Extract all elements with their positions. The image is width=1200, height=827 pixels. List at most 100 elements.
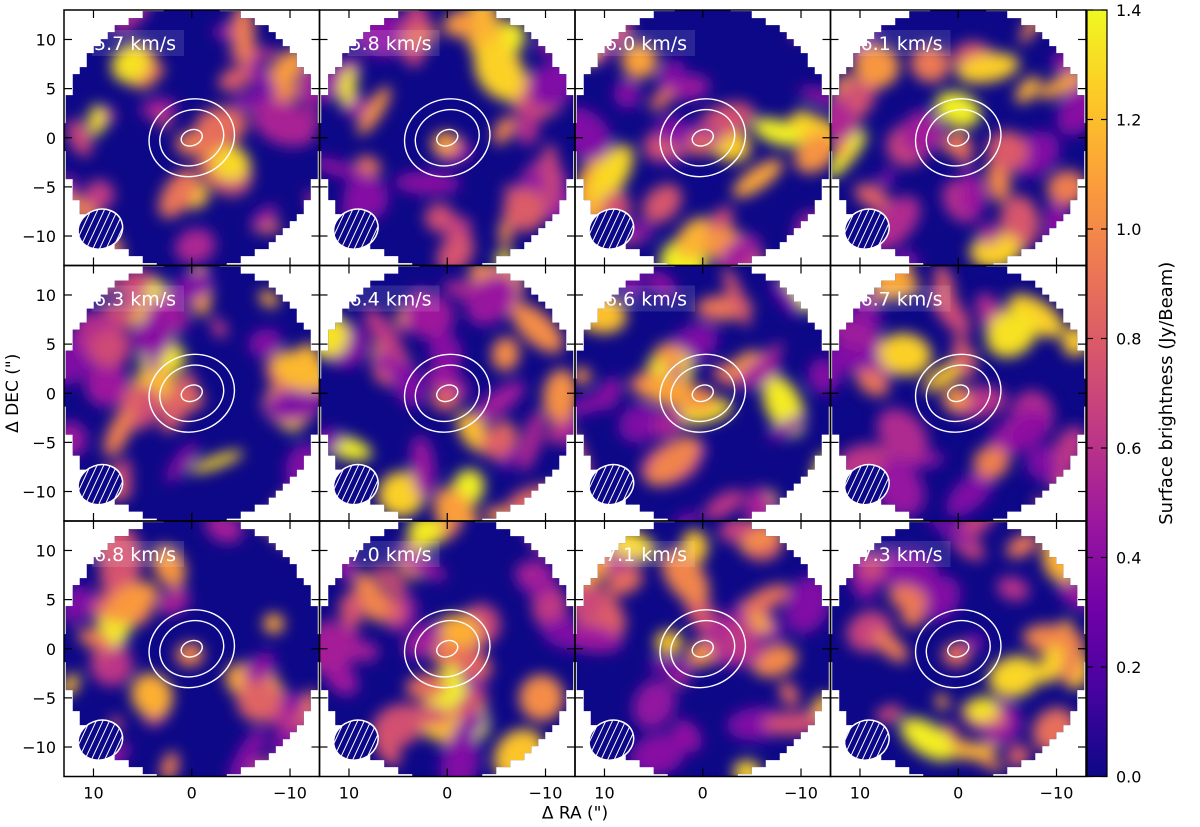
contour-line <box>159 619 225 678</box>
contour-line <box>670 108 736 167</box>
central-emission <box>175 642 204 667</box>
colorbar-tick-label: 1.0 <box>1116 220 1141 239</box>
contour-line <box>159 364 225 423</box>
emission-map <box>575 521 831 777</box>
emission-blob <box>160 751 179 777</box>
emission-blob <box>270 350 320 392</box>
emission-blob <box>218 66 252 92</box>
velocity-label: 6.3 km/s <box>94 289 176 311</box>
emission-blob <box>140 98 178 120</box>
channel-panel: 6.7 km/s <box>830 265 1086 521</box>
velocity-label-box <box>603 285 695 312</box>
contour-group <box>659 98 747 178</box>
emission-blob <box>987 407 1036 450</box>
emission-blob <box>374 731 401 767</box>
contour-line <box>670 364 736 423</box>
contour-line <box>403 353 491 433</box>
central-emission <box>431 642 460 667</box>
contour-line <box>947 639 970 658</box>
contour-group <box>148 353 236 433</box>
emission-blob <box>491 337 520 371</box>
emission-blob <box>1046 170 1086 206</box>
contour-group <box>659 353 747 433</box>
beam-ellipse <box>843 463 890 506</box>
colorbar-tick-label: 0.8 <box>1116 330 1141 349</box>
emission-blob <box>103 406 135 457</box>
central-emission <box>175 387 204 412</box>
emission-blob <box>1038 645 1064 685</box>
x-tick-label: −10 <box>273 784 307 803</box>
emission-blob <box>874 274 920 300</box>
emission-blob <box>228 726 267 777</box>
colorbar-tick-label: 1.4 <box>1116 1 1141 20</box>
emission-blob <box>575 10 603 49</box>
emission-blob <box>973 446 1010 479</box>
emission-blob <box>719 521 750 543</box>
y-tick-label: 5 <box>46 80 56 99</box>
emission-blob <box>796 109 811 130</box>
velocity-label: 5.8 km/s <box>350 33 432 55</box>
emission-blob <box>768 415 807 441</box>
emission-blob <box>451 646 493 680</box>
emission-blob <box>152 545 186 588</box>
emission-blob <box>655 343 683 368</box>
emission-blob <box>493 116 515 145</box>
y-tick-label: 5 <box>46 335 56 354</box>
emission-blob <box>1023 624 1085 656</box>
contour-line <box>148 609 236 689</box>
central-emission <box>942 642 971 667</box>
emission-blob <box>621 42 658 79</box>
velocity-label-box <box>347 541 440 567</box>
emission-blob <box>251 205 278 229</box>
emission-blob <box>319 32 347 57</box>
beam-ellipse <box>843 208 890 250</box>
emission-blob <box>338 66 357 107</box>
emission-blob <box>339 591 363 630</box>
velocity-label-box <box>92 285 184 312</box>
x-tick-label: −10 <box>529 784 563 803</box>
emission-blob <box>403 622 443 659</box>
y-tick-label: 0 <box>46 129 56 148</box>
emission-blob <box>977 223 999 245</box>
y-tick-label: 10 <box>36 30 56 49</box>
emission-blob <box>131 673 173 718</box>
contour-line <box>925 364 991 423</box>
emission-blob <box>145 280 165 299</box>
channel-panel: 5.7 km/s <box>64 10 320 266</box>
emission-blob <box>518 674 564 722</box>
velocity-label-box <box>603 541 695 567</box>
axis-labels: 10 5 0 −5 −10 10 5 0 −5 −10 10 5 0 −5 −10 10 0 −10 10 0 −10 1… <box>3 30 1073 823</box>
emission-blob <box>645 436 701 486</box>
emission-map <box>830 10 1086 266</box>
emission-blob <box>722 266 751 327</box>
emission-blob <box>987 130 1029 171</box>
emission-blob <box>575 106 612 162</box>
x-tick-label: 0 <box>187 784 197 803</box>
emission-blob <box>956 52 1020 84</box>
y-tick-label: 0 <box>46 640 56 659</box>
channel-panel: 6.4 km/s <box>319 265 575 521</box>
emission-blob <box>436 232 475 266</box>
contour-group <box>148 609 236 689</box>
emission-blob <box>515 110 539 146</box>
emission-map <box>575 10 831 266</box>
emission-blob <box>888 584 928 612</box>
emission-blob <box>630 733 686 776</box>
beam-ellipse <box>77 208 124 250</box>
emission-blob <box>157 587 190 616</box>
emission-blob <box>950 742 999 760</box>
emission-blob <box>784 574 831 634</box>
emission-blob <box>965 696 999 723</box>
emission-blob <box>872 629 909 663</box>
contour-line <box>414 364 480 423</box>
contour-line <box>414 108 480 167</box>
contour-line <box>148 98 236 178</box>
emission-blob <box>985 308 1037 358</box>
emission-blob <box>643 133 665 162</box>
central-emission <box>686 642 715 667</box>
emission-blob <box>465 273 518 326</box>
colorbar-tick-label: 0.4 <box>1116 549 1141 568</box>
emission-blob <box>925 521 973 547</box>
emission-blob <box>169 271 214 304</box>
emission-blob <box>988 655 1041 698</box>
